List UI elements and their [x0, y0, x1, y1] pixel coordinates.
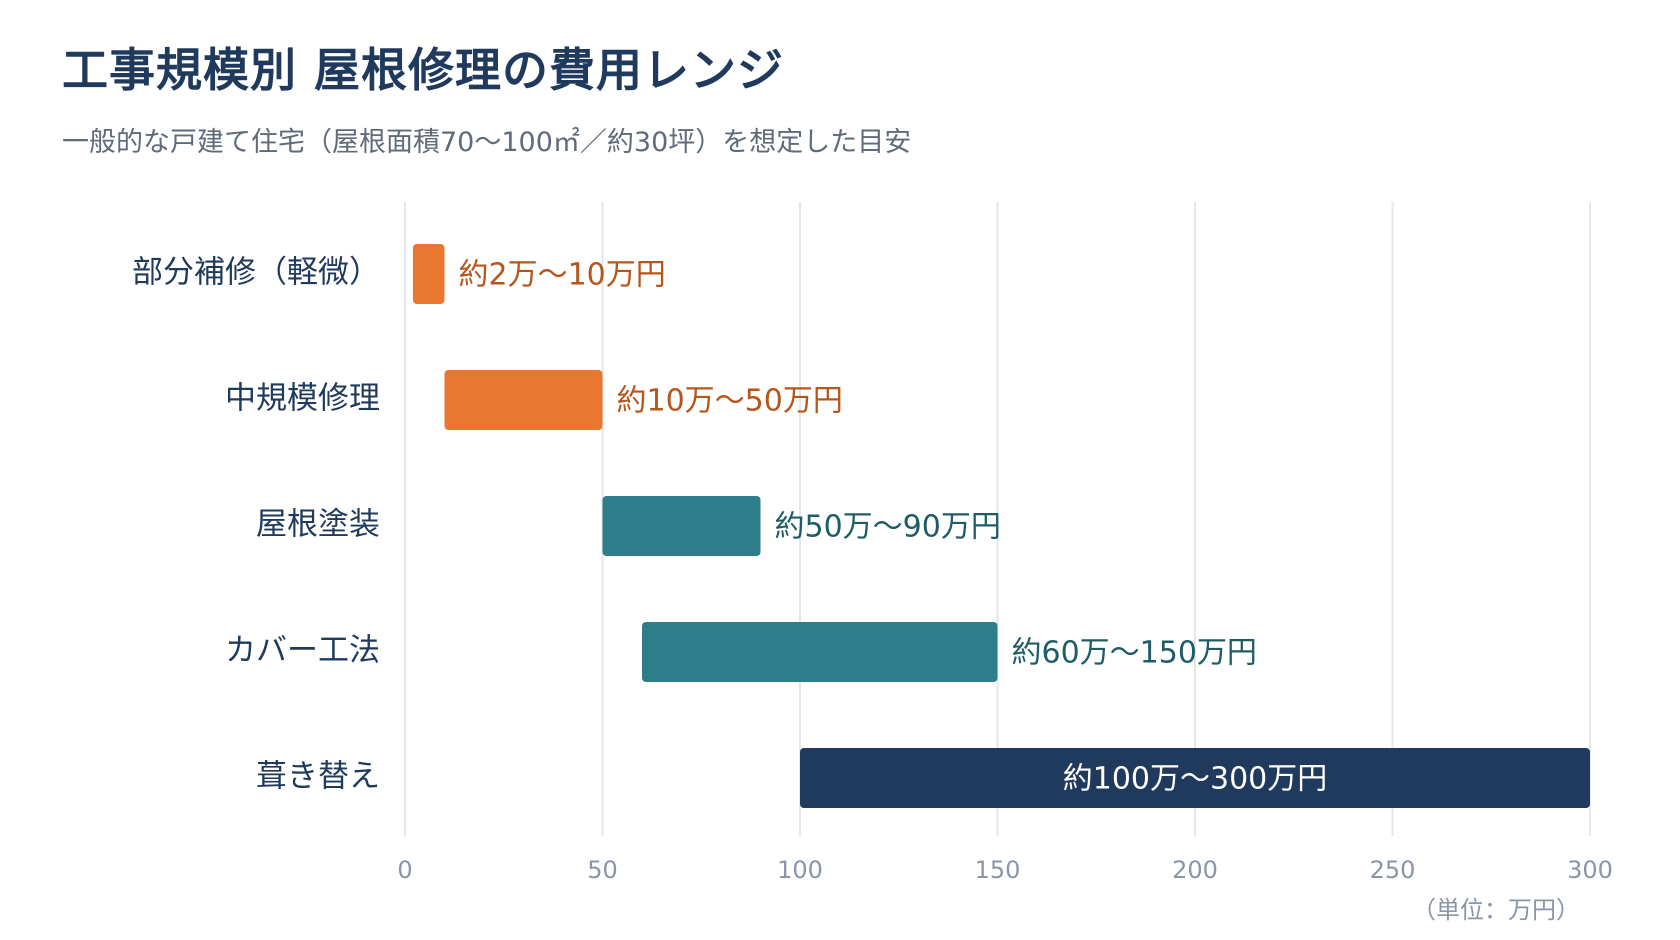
x-tick-label: 150 [975, 856, 1021, 884]
x-axis: 0 50 100 150 200 250 300 [397, 856, 1613, 884]
chart-subtitle: 一般的な戸建て住宅（屋根面積70〜100㎡／約30坪）を想定した目安 [62, 127, 912, 158]
unit-label: （単位：万円） [1412, 896, 1580, 924]
range-bar [444, 370, 603, 430]
range-bar [602, 496, 761, 556]
x-tick-label: 50 [587, 856, 618, 884]
x-tick-label: 300 [1567, 856, 1613, 884]
range-bar [800, 748, 1590, 808]
x-tick-label: 200 [1172, 856, 1218, 884]
category-label: 屋根塗装 [256, 507, 380, 543]
category-label: 部分補修（軽微） [132, 255, 380, 291]
value-label: 約60万〜150万円 [1012, 636, 1257, 671]
value-label: 約100万〜300万円 [1063, 762, 1328, 797]
bar-layer [412, 244, 1590, 808]
x-tick-label: 250 [1370, 856, 1416, 884]
x-tick-label: 0 [397, 856, 412, 884]
range-bar [412, 244, 445, 304]
category-label: 中規模修理 [225, 381, 380, 417]
x-tick-label: 100 [777, 856, 823, 884]
value-label: 約10万〜50万円 [617, 384, 843, 419]
range-bar [642, 622, 998, 682]
category-label: 葺き替え [256, 759, 380, 795]
value-label: 約2万〜10万円 [459, 258, 666, 293]
grid-layer [404, 202, 1591, 836]
value-label: 約50万〜90万円 [775, 510, 1001, 545]
chart-title: 工事規模別 屋根修理の費用レンジ [62, 43, 785, 97]
category-label: カバー工法 [225, 633, 380, 669]
